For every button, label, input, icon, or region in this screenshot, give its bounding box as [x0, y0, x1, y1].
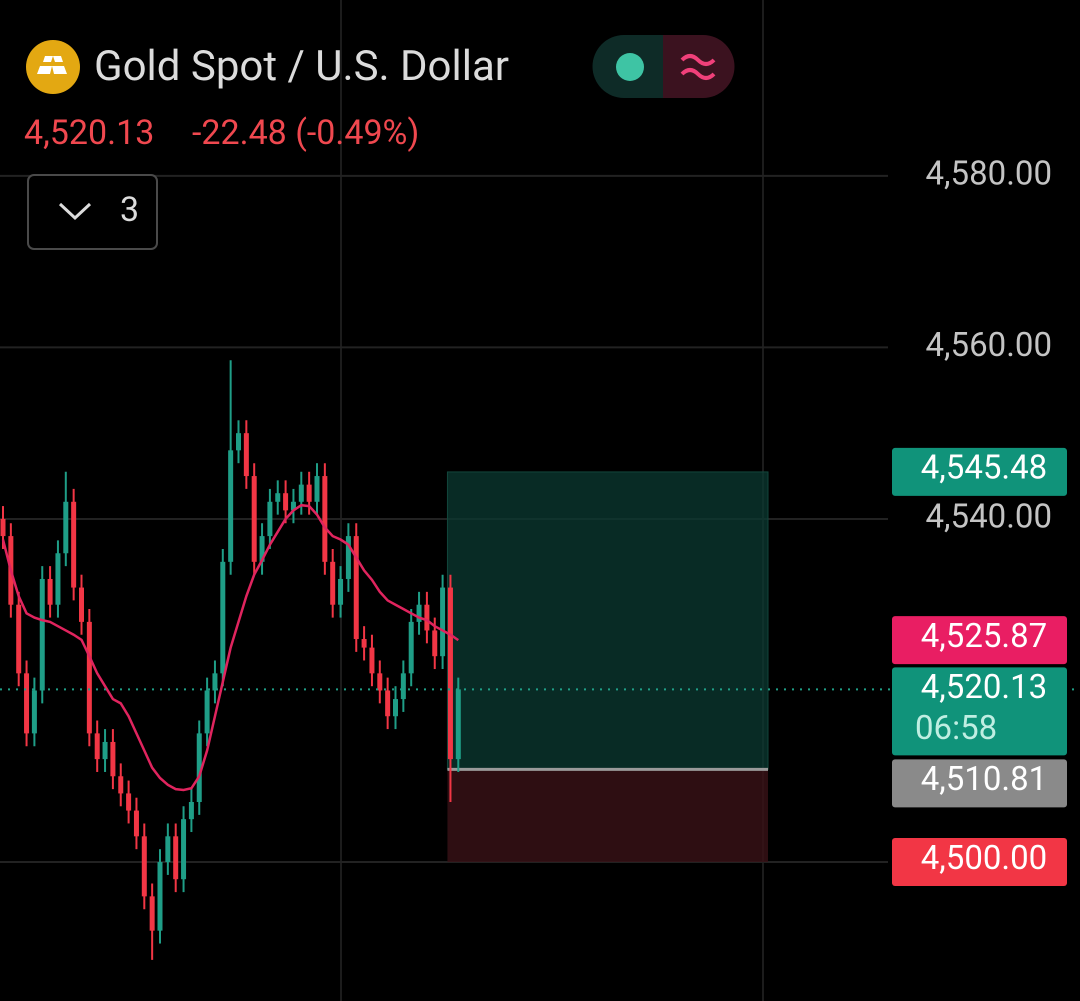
candle-body — [353, 536, 359, 640]
candle-body — [24, 673, 30, 734]
candle-body — [94, 733, 100, 760]
price-badge-label: 4,520.13 — [921, 668, 1047, 707]
stop-zone — [447, 769, 768, 863]
candle-body — [149, 896, 155, 931]
candle-body — [63, 501, 69, 554]
candle-body — [181, 819, 187, 880]
candle-body — [102, 741, 108, 760]
candle-body — [141, 836, 147, 897]
candle-body — [212, 673, 218, 691]
candle-body — [173, 836, 179, 880]
countdown: 06:58 — [915, 709, 997, 748]
candle-body — [455, 689, 461, 760]
price-badge — [892, 667, 1067, 756]
market-open-dot — [616, 53, 644, 81]
candle-body — [228, 450, 234, 562]
candle-body — [220, 561, 226, 674]
y-tick-label: 4,560.00 — [926, 326, 1052, 365]
symbol-header[interactable]: Gold Spot / U.S. Dollar — [26, 40, 509, 94]
plot — [0, 174, 1080, 960]
candle-body — [110, 741, 116, 777]
candle-body — [165, 836, 171, 863]
price-badge-label: 4,545.48 — [921, 449, 1047, 488]
candle-body — [31, 690, 37, 734]
candle-body — [79, 587, 84, 622]
indicators-toggle[interactable]: 3 — [27, 174, 158, 250]
candle-body — [283, 493, 289, 511]
last-price: 4,520.13 — [24, 113, 154, 153]
price-badge — [892, 447, 1067, 496]
candle-body — [416, 604, 422, 622]
candle-body — [377, 673, 383, 691]
candle-body — [322, 476, 328, 562]
symbol-title: Gold Spot / U.S. Dollar — [94, 42, 509, 91]
candle-body — [361, 639, 367, 648]
toggle-box — [27, 174, 158, 250]
candle-body — [447, 587, 453, 760]
candle-body — [275, 493, 281, 502]
candle-body — [290, 501, 296, 511]
price-badge-label: 4,510.81 — [921, 760, 1047, 799]
candle-body — [345, 536, 351, 579]
candle-body — [259, 536, 265, 562]
candle-body — [86, 621, 92, 734]
candle-body — [243, 433, 249, 477]
candle-body — [393, 699, 398, 717]
candle-body — [118, 776, 124, 794]
moving-average — [1, 503, 460, 792]
candle-body — [126, 793, 132, 811]
indicator-count: 3 — [120, 190, 139, 230]
candle-body — [306, 484, 312, 502]
candle-body — [16, 604, 22, 674]
pill-right — [663, 35, 735, 98]
gold-bars — [37, 56, 67, 74]
chevron — [58, 202, 92, 221]
candle-body — [204, 690, 210, 734]
candle-body — [39, 578, 45, 691]
price-change: -22.48 (-0.49%) — [192, 113, 419, 153]
candle-body — [71, 501, 77, 588]
candle-body — [400, 673, 406, 700]
candle-body — [133, 810, 139, 837]
price-badge — [892, 616, 1067, 665]
candle-body — [236, 433, 241, 451]
y-tick-label: 4,580.00 — [926, 155, 1052, 194]
delayed-icon — [680, 54, 716, 80]
candle-body — [424, 604, 430, 631]
candle-body — [196, 733, 202, 803]
price-badge-label: 4,500.00 — [921, 839, 1047, 878]
candle-body — [251, 476, 257, 562]
candle-body — [55, 553, 61, 605]
candle-body — [385, 690, 391, 717]
candle-body — [369, 647, 375, 674]
price-badge-label: 4,525.87 — [921, 617, 1047, 656]
candle-body — [440, 587, 446, 657]
target-zone — [446, 471, 769, 770]
y-tick-label: 4,540.00 — [926, 498, 1052, 537]
candle-body — [157, 862, 163, 931]
candle-body — [330, 561, 336, 605]
candle-body — [408, 621, 414, 674]
candle-body — [47, 578, 53, 605]
candle-body — [432, 630, 438, 657]
status-pill[interactable] — [592, 35, 735, 98]
candle-body — [338, 578, 344, 605]
candle-body — [314, 476, 320, 502]
price-badge — [892, 838, 1067, 887]
candle-body — [267, 501, 273, 537]
candle-body — [298, 484, 304, 502]
candle-body — [0, 518, 6, 537]
price-badge — [892, 759, 1067, 808]
candle-body — [188, 802, 194, 820]
